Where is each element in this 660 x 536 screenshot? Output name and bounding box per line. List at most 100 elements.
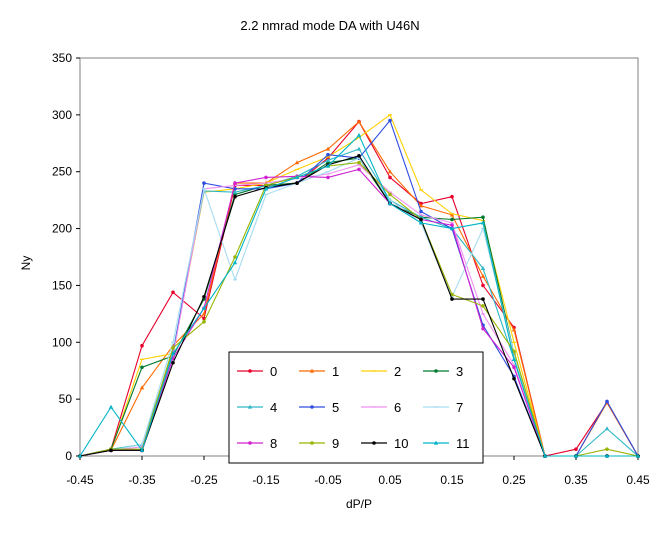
x-tick-label: -0.15 bbox=[252, 473, 280, 487]
data-point-5 bbox=[388, 118, 392, 123]
x-tick-label: -0.45 bbox=[66, 473, 94, 487]
y-axis-label: Ny bbox=[19, 256, 33, 271]
legend-label: 3 bbox=[456, 364, 463, 379]
x-tick-label: 0.15 bbox=[440, 473, 464, 487]
legend-marker bbox=[309, 368, 315, 373]
data-point-0 bbox=[171, 290, 175, 295]
y-tick-label: 200 bbox=[52, 222, 72, 236]
data-point-1 bbox=[139, 385, 145, 390]
series-11 bbox=[77, 132, 641, 458]
data-point-10 bbox=[202, 295, 206, 299]
data-point-8 bbox=[326, 175, 330, 180]
data-point-4 bbox=[232, 189, 238, 194]
y-tick-label: 150 bbox=[52, 278, 72, 292]
legend-label: 1 bbox=[332, 364, 339, 379]
legend-marker bbox=[372, 441, 376, 445]
legend-label: 8 bbox=[270, 436, 277, 451]
data-point-11 bbox=[449, 226, 455, 231]
x-tick-label: 0.45 bbox=[626, 473, 650, 487]
legend-item-2: 2 bbox=[361, 364, 401, 379]
data-point-1 bbox=[480, 273, 486, 278]
data-point-4 bbox=[418, 214, 424, 219]
data-point-5 bbox=[605, 399, 609, 404]
legend: 0 1 2 3 4 5 6 7 8 9 10 11 bbox=[228, 351, 484, 464]
legend-marker bbox=[247, 404, 253, 409]
data-point-10 bbox=[295, 181, 299, 185]
data-point-9 bbox=[202, 320, 206, 324]
data-point-8 bbox=[233, 181, 237, 185]
data-point-11 bbox=[201, 305, 207, 310]
legend-label: 2 bbox=[394, 364, 401, 379]
data-point-3 bbox=[450, 217, 454, 222]
legend-item-3: 3 bbox=[423, 364, 463, 379]
legend-item-11: 11 bbox=[423, 436, 470, 451]
y-tick-label: 100 bbox=[52, 335, 72, 349]
data-point-4 bbox=[325, 157, 331, 162]
legend-item-8: 8 bbox=[237, 436, 277, 451]
data-point-10 bbox=[512, 376, 516, 381]
data-point-10 bbox=[481, 297, 485, 301]
data-point-10 bbox=[419, 217, 423, 222]
x-tick-label: 0.05 bbox=[378, 473, 402, 487]
legend-marker bbox=[433, 440, 439, 445]
data-point-11 bbox=[139, 447, 145, 452]
data-point-11 bbox=[108, 404, 114, 409]
data-point-9 bbox=[512, 349, 516, 354]
legend-marker bbox=[434, 369, 438, 373]
legend-item-0: 0 bbox=[237, 364, 277, 379]
data-point-5 bbox=[202, 181, 206, 185]
legend-label: 0 bbox=[270, 364, 277, 379]
data-point-0 bbox=[450, 194, 454, 199]
data-point-0 bbox=[140, 343, 144, 348]
x-tick-label: 0.35 bbox=[564, 473, 588, 487]
y-tick-label: 250 bbox=[52, 165, 72, 179]
legend-item-1: 1 bbox=[299, 364, 339, 379]
legend-label: 9 bbox=[332, 436, 339, 451]
legend-item-5: 5 bbox=[299, 400, 339, 415]
data-point-11 bbox=[77, 453, 83, 458]
data-point-3 bbox=[140, 365, 144, 370]
x-tick-label: 0.25 bbox=[502, 473, 526, 487]
data-point-4 bbox=[604, 426, 610, 431]
data-point-11 bbox=[418, 220, 424, 225]
data-point-10 bbox=[357, 153, 361, 158]
x-tick-label: -0.25 bbox=[190, 473, 218, 487]
legend-label: 11 bbox=[456, 436, 470, 451]
x-tick-label: -0.35 bbox=[128, 473, 156, 487]
data-point-8 bbox=[264, 175, 268, 180]
data-point-1 bbox=[325, 146, 331, 151]
data-point-1 bbox=[511, 327, 517, 332]
data-point-11 bbox=[294, 175, 300, 179]
legend-label: 4 bbox=[270, 400, 277, 415]
data-point-11 bbox=[542, 453, 548, 458]
data-point-0 bbox=[388, 175, 392, 180]
legend-label: 5 bbox=[332, 400, 339, 415]
y-tick-label: 350 bbox=[52, 51, 72, 65]
data-point-1 bbox=[201, 311, 207, 316]
data-point-5 bbox=[419, 209, 423, 214]
data-point-10 bbox=[450, 297, 454, 301]
legend-marker bbox=[248, 369, 252, 373]
data-point-9 bbox=[233, 255, 237, 259]
data-point-11 bbox=[356, 132, 362, 137]
legend-label: 10 bbox=[394, 436, 408, 451]
x-tick-label: -0.05 bbox=[314, 473, 342, 487]
legend-item-7: 7 bbox=[423, 400, 463, 415]
data-point-9 bbox=[357, 160, 361, 165]
data-point-11 bbox=[604, 453, 610, 458]
data-point-5 bbox=[326, 152, 330, 157]
chart-title: 2.2 nmrad mode DA with U46N bbox=[240, 18, 419, 33]
data-point-1 bbox=[294, 160, 300, 165]
data-point-11 bbox=[263, 186, 269, 191]
data-point-11 bbox=[480, 220, 486, 225]
data-point-0 bbox=[574, 447, 578, 451]
data-point-0 bbox=[481, 283, 485, 288]
data-point-1 bbox=[449, 212, 455, 217]
data-point-11 bbox=[511, 356, 517, 361]
data-point-9 bbox=[171, 346, 175, 350]
data-point-8 bbox=[450, 223, 454, 227]
legend-marker bbox=[248, 441, 252, 445]
legend-marker bbox=[310, 405, 314, 409]
y-tick-label: 300 bbox=[52, 108, 72, 122]
